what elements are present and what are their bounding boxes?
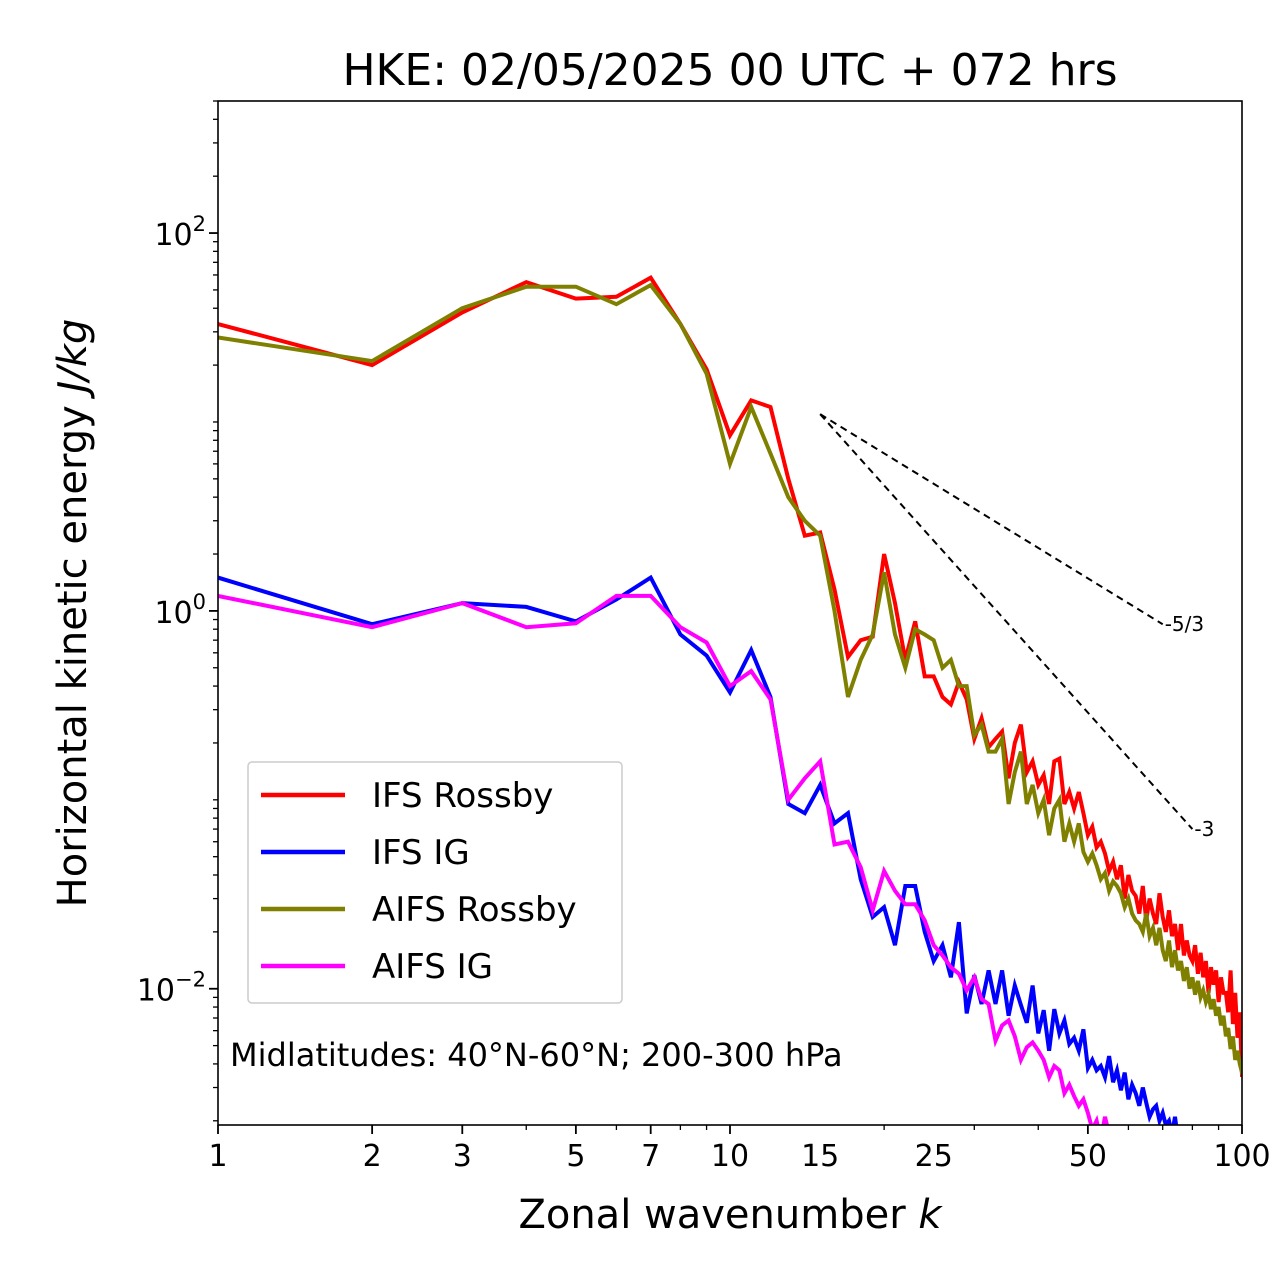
y-tick-exponent: 0 [193, 590, 206, 614]
x-tick-label: 15 [801, 1139, 839, 1174]
legend-label: IFS IG [372, 833, 470, 873]
y-tick-base: 10 [137, 974, 175, 1009]
x-tick-label: 100 [1213, 1139, 1270, 1174]
x-tick-label: 25 [915, 1139, 953, 1174]
legend-box [247, 761, 623, 1004]
y-tick-label: 102 [154, 212, 206, 253]
legend-entries: IFS Rossby IFS IG AIFS Rossby AIFS IG [261, 776, 577, 987]
y-tick-label: 10−2 [137, 968, 206, 1009]
chart-title: HKE: 02/05/2025 00 UTC + 072 hrs [342, 45, 1117, 96]
legend: IFS Rossby IFS IG AIFS Rossby AIFS IG [247, 761, 623, 1004]
series-line-aifs-rossby [218, 282, 1242, 1076]
reference-label: -3 [1194, 817, 1214, 841]
legend-label: AIFS Rossby [372, 890, 577, 930]
x-tick-label: 3 [453, 1139, 472, 1174]
y-axis-label-unit: J/kg [50, 319, 96, 400]
x-tick-label: 2 [363, 1139, 382, 1174]
x-axis: 1 2 3 5 7 10 15 25 50 100 [208, 1125, 1271, 1174]
series-group [218, 275, 1242, 1125]
y-axis-label-text: Horizontal kinetic energy [50, 393, 96, 908]
x-tick-label: 50 [1069, 1139, 1107, 1174]
y-tick-label: 100 [154, 590, 206, 631]
x-tick-label: 10 [711, 1139, 749, 1174]
x-tick-label: 1 [208, 1139, 227, 1174]
y-tick-base: 10 [154, 218, 192, 253]
series-line-ifs-rossby [218, 275, 1242, 1077]
x-tick-label: 5 [566, 1139, 585, 1174]
y-axis-label: Horizontal kinetic energy J/kg [50, 319, 96, 908]
x-axis-label-var: k [918, 1192, 943, 1238]
series-line-ifs-ig [218, 574, 1179, 1125]
legend-label: IFS Rossby [372, 776, 553, 816]
x-axis-label-text: Zonal wavenumber [518, 1192, 918, 1238]
x-axis-label: Zonal wavenumber k [518, 1192, 943, 1238]
series-line-aifs-ig [218, 593, 1109, 1125]
legend-label: AIFS IG [372, 947, 493, 987]
y-tick-exponent: −2 [175, 968, 206, 992]
reference-line-5-3 [819, 413, 1164, 626]
x-tick-label: 7 [641, 1139, 660, 1174]
reference-lines: -5/3 -3 [819, 413, 1214, 841]
reference-line-3 [819, 413, 1194, 830]
reference-label: -5/3 [1165, 612, 1204, 636]
y-tick-base: 10 [154, 596, 192, 631]
region-annotation: Midlatitudes: 40°N-60°N; 200-300 hPa [230, 1036, 843, 1074]
y-tick-exponent: 2 [193, 212, 206, 236]
